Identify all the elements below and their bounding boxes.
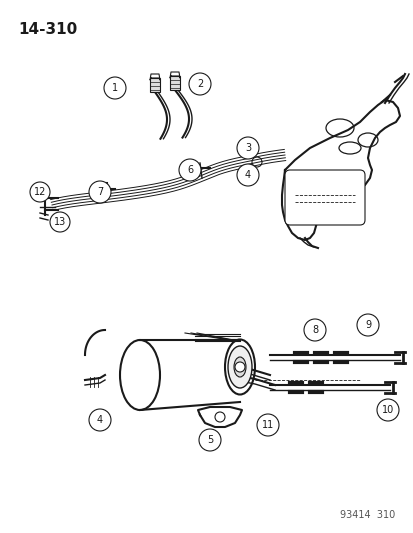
Circle shape <box>376 399 398 421</box>
Text: 12: 12 <box>34 187 46 197</box>
FancyBboxPatch shape <box>150 78 159 92</box>
Circle shape <box>214 412 224 422</box>
Ellipse shape <box>233 357 245 377</box>
Circle shape <box>356 314 378 336</box>
Text: 10: 10 <box>381 405 393 415</box>
Circle shape <box>104 77 126 99</box>
Circle shape <box>89 181 111 203</box>
Text: 8: 8 <box>311 325 317 335</box>
Circle shape <box>256 414 278 436</box>
Text: 13: 13 <box>54 217 66 227</box>
Text: 7: 7 <box>97 187 103 197</box>
Circle shape <box>89 409 111 431</box>
Circle shape <box>199 429 221 451</box>
Text: 1: 1 <box>112 83 118 93</box>
Text: 4: 4 <box>244 170 250 180</box>
Text: 11: 11 <box>261 420 273 430</box>
Text: 5: 5 <box>206 435 213 445</box>
Text: 3: 3 <box>244 143 250 153</box>
Circle shape <box>178 159 201 181</box>
Circle shape <box>236 164 259 186</box>
FancyBboxPatch shape <box>170 76 180 90</box>
Text: 4: 4 <box>97 415 103 425</box>
Circle shape <box>303 319 325 341</box>
Ellipse shape <box>228 346 252 388</box>
Circle shape <box>235 362 244 372</box>
Circle shape <box>189 73 211 95</box>
Text: 6: 6 <box>187 165 192 175</box>
Text: 2: 2 <box>197 79 203 89</box>
Text: 14-310: 14-310 <box>18 22 77 37</box>
Circle shape <box>236 137 259 159</box>
Text: 9: 9 <box>364 320 370 330</box>
Circle shape <box>30 182 50 202</box>
FancyBboxPatch shape <box>284 170 364 225</box>
Text: 93414  310: 93414 310 <box>339 510 394 520</box>
Circle shape <box>50 212 70 232</box>
